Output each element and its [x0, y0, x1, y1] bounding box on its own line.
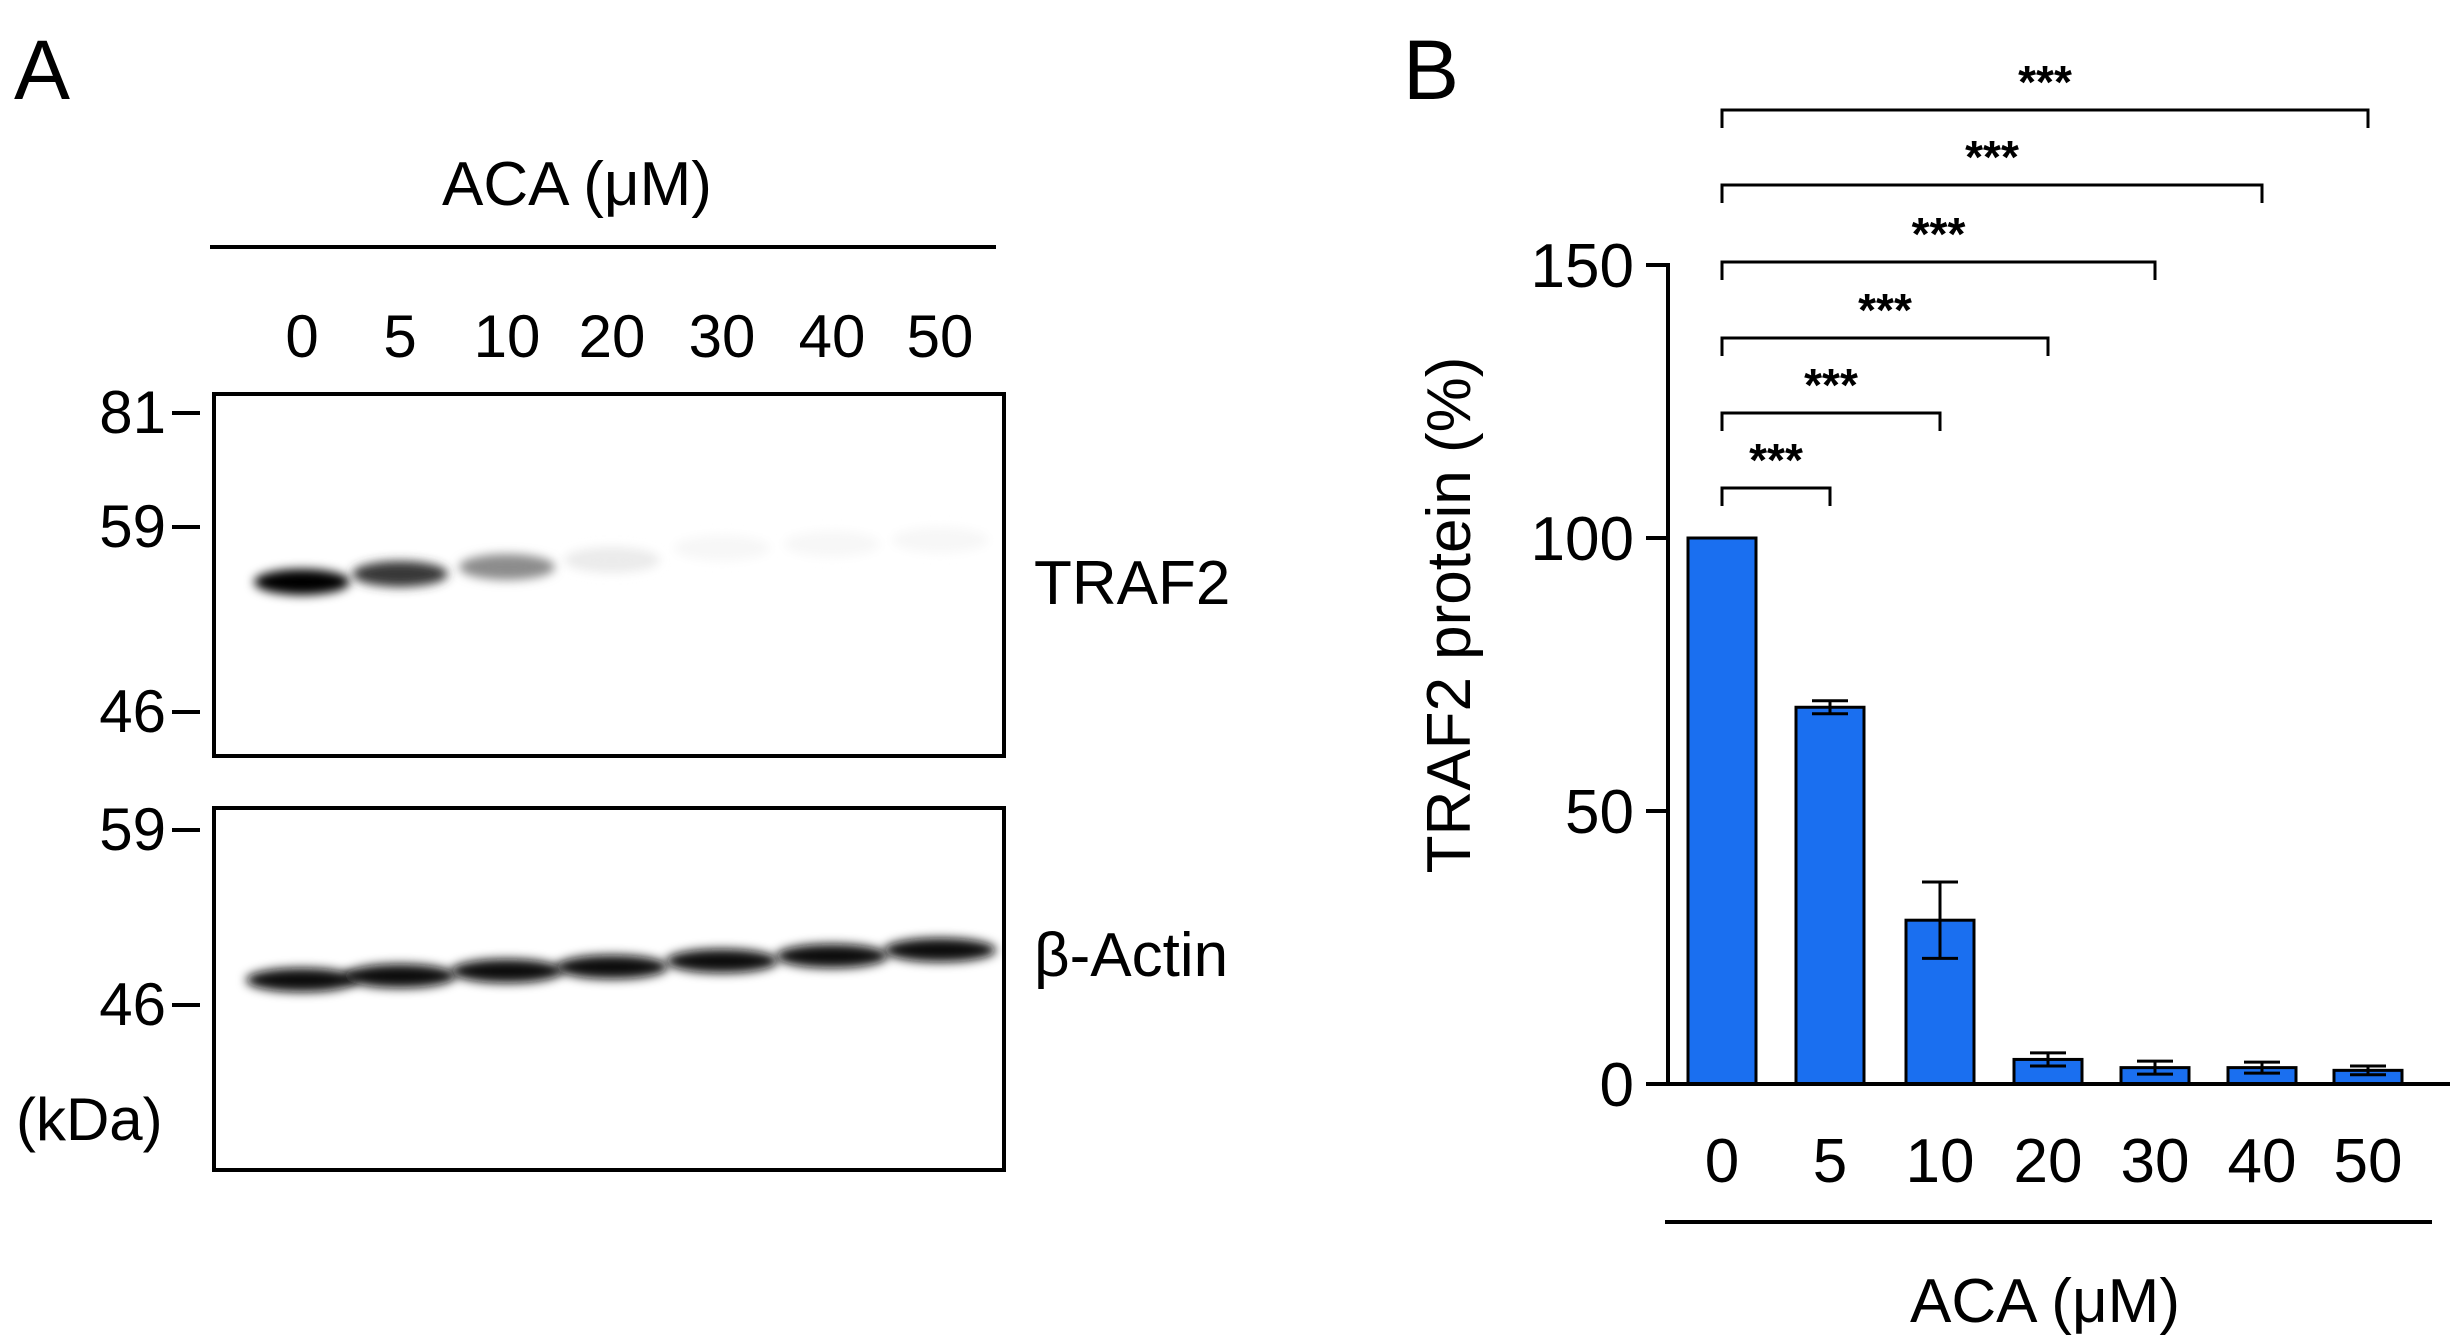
error-bar-20: [2030, 1051, 2066, 1068]
traf2-band-lane-10: [459, 554, 555, 580]
traf2-bands: [254, 527, 988, 595]
panel-b-letter: B: [1403, 23, 1460, 117]
y-axis-title: TRAF2 protein (%): [1415, 357, 1484, 874]
sig-label-0-50: ***: [2018, 56, 2072, 108]
error-bars: [1812, 699, 2386, 1077]
y-tick-label-50: 50: [1565, 778, 1634, 847]
traf2-band-lane-0: [254, 569, 350, 595]
x-tick-label-30: 30: [2121, 1127, 2190, 1196]
error-bar-5: [1812, 699, 1848, 716]
x-tick-label-0: 0: [1705, 1127, 1739, 1196]
x-tick-label-40: 40: [2228, 1127, 2297, 1196]
sig-label-0-40: ***: [1965, 131, 2019, 183]
sig-bracket-0-50: ***: [1720, 56, 2370, 128]
x-tick-label-50: 50: [2334, 1127, 2403, 1196]
significance-brackets: ******************: [1720, 56, 2370, 506]
y-tick-label-100: 100: [1531, 505, 1634, 574]
bars: [1686, 536, 2404, 1086]
lane-label-5: 5: [383, 303, 417, 370]
traf2-band-lane-30: [674, 535, 770, 561]
x-tick-label-20: 20: [2014, 1127, 2083, 1196]
traf2-band-lane-20: [564, 547, 660, 573]
x-axis-title: ACA (μM): [1910, 1267, 2180, 1336]
lane-label-10: 10: [473, 303, 541, 370]
lane-label-20: 20: [578, 303, 646, 370]
sig-bracket-0-10: ***: [1720, 359, 1942, 431]
actin-band-lane-0: [246, 968, 358, 992]
lane-label-30: 30: [688, 303, 756, 370]
error-bar-10: [1922, 880, 1958, 960]
y-tick-label-0: 0: [1600, 1051, 1634, 1120]
sig-label-0-30: ***: [1912, 208, 1966, 260]
error-bar-50: [2350, 1064, 2386, 1077]
x-tick-label-10: 10: [1906, 1127, 1975, 1196]
bar-0: [1686, 536, 1758, 1086]
lane-label-0: 0: [285, 303, 319, 370]
error-bar-40: [2244, 1060, 2280, 1075]
actin-band-lane-50: [884, 938, 996, 962]
kda-ticks: [172, 411, 200, 1007]
traf2-band-label: TRAF2: [1034, 549, 1231, 618]
sig-bracket-0-5: ***: [1720, 434, 1832, 506]
panel-a-letter: A: [14, 23, 71, 117]
kda-marker-traf2-46: 46: [99, 678, 166, 745]
x-tick-label-5: 5: [1813, 1127, 1847, 1196]
x-axis: 0 5 10 20 30 40 50: [1668, 1082, 2450, 1196]
lane-label-50: 50: [906, 303, 974, 370]
actin-band-lane-10: [451, 959, 563, 983]
traf2-band-lane-40: [784, 531, 880, 557]
sig-label-0-20: ***: [1858, 284, 1912, 336]
y-axis: 0 50 100 150: [1531, 232, 1670, 1120]
y-tick-label-150: 150: [1531, 232, 1634, 301]
actin-band-lane-30: [666, 949, 778, 973]
sig-bracket-0-40: ***: [1720, 131, 2264, 203]
kda-unit-label: (kDa): [16, 1086, 163, 1153]
actin-band-label: β-Actin: [1034, 921, 1229, 990]
sig-label-0-10: ***: [1804, 359, 1858, 411]
traf2-band-lane-5: [352, 561, 448, 587]
lane-label-40: 40: [798, 303, 866, 370]
bar-5: [1794, 705, 1866, 1086]
error-bar-30: [2137, 1059, 2173, 1076]
kda-marker-traf2-59: 59: [99, 493, 166, 560]
traf2-band-lane-50: [892, 527, 988, 553]
kda-marker-actin-59: 59: [99, 796, 166, 863]
kda-marker-traf2-81: 81: [99, 379, 166, 446]
actin-band-lane-40: [776, 944, 888, 968]
sig-bracket-0-20: ***: [1720, 284, 2050, 356]
actin-band-lane-5: [344, 964, 456, 988]
kda-marker-actin-46: 46: [99, 971, 166, 1038]
actin-blot-frame: [212, 806, 1006, 1172]
blot-treatment-label: ACA (μM): [442, 150, 712, 219]
actin-band-lane-20: [556, 955, 668, 979]
traf2-blot-frame: [212, 392, 1006, 758]
sig-bracket-0-30: ***: [1720, 208, 2157, 280]
actin-bands: [246, 938, 996, 992]
sig-label-0-5: ***: [1749, 434, 1803, 486]
